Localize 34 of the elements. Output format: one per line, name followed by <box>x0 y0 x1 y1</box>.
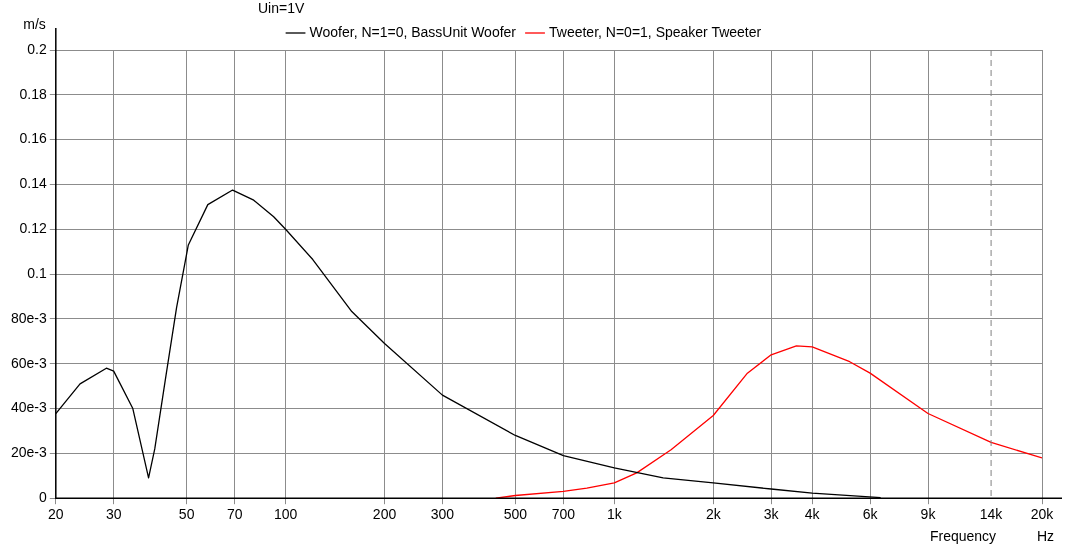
y-tick-label: 0.2 <box>27 40 48 57</box>
y-tick-label: 60e-3 <box>10 354 48 371</box>
x-tick-label: 4k <box>804 506 821 523</box>
y-tick-label: 0.16 <box>19 130 48 147</box>
y-axis-title: m/s <box>23 15 46 32</box>
x-tick-label: 2k <box>705 506 722 523</box>
y-tick-label: 0.18 <box>19 85 48 102</box>
x-axis-title: Frequency <box>929 528 997 545</box>
x-tick-label: 1k <box>606 506 623 523</box>
y-tick-label: 0.14 <box>19 175 48 192</box>
x-tick-label: 70 <box>226 506 243 523</box>
x-tick-label: 20k <box>1030 506 1055 523</box>
legend-label: Tweeter, N=0=1, Speaker Tweeter <box>549 23 762 40</box>
text: Hz <box>1036 528 1054 545</box>
legend-label: Woofer, N=1=0, BassUnit Woofer <box>309 23 517 40</box>
x-tick-label: 14k <box>979 506 1004 523</box>
y-tick-label: 0.1 <box>27 264 48 281</box>
y-tick-label: 80e-3 <box>10 309 48 326</box>
y-tick-label: 40e-3 <box>10 399 48 416</box>
x-tick-label: 50 <box>178 506 195 523</box>
y-tick-label: 0 <box>39 489 48 506</box>
x-tick-label: 3k <box>763 506 780 523</box>
x-tick-label: 500 <box>503 506 528 523</box>
x-tick-label: 20 <box>48 506 64 523</box>
x-tick-label: 700 <box>551 506 576 523</box>
x-tick-label: 100 <box>273 506 298 523</box>
y-tick-label: 0.12 <box>19 220 48 237</box>
text: Uin=1V <box>258 0 305 16</box>
x-tick-label: 6k <box>862 506 879 523</box>
y-tick-label: 20e-3 <box>10 444 48 461</box>
x-tick-label: 200 <box>372 506 397 523</box>
x-tick-label: 9k <box>920 506 937 523</box>
x-tick-label: 30 <box>105 506 122 523</box>
x-tick-label: 300 <box>430 506 455 523</box>
